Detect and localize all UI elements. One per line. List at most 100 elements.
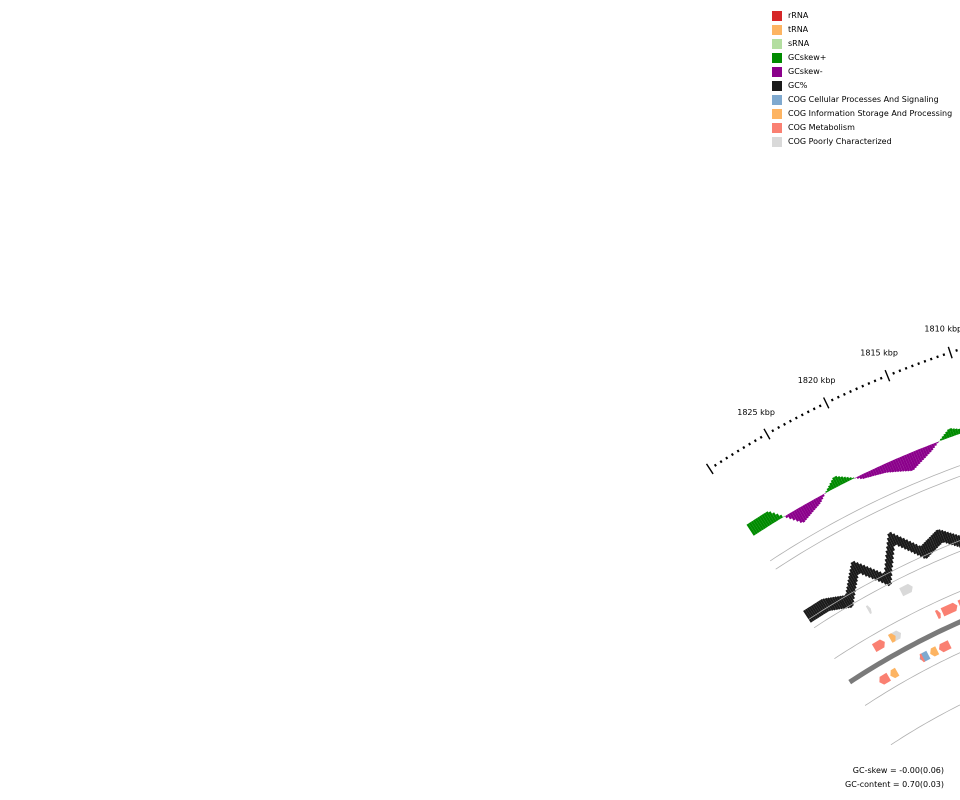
gc-content-bar [908,540,917,555]
minor-tick [955,349,958,352]
gc-content-bar [946,531,954,546]
gc-skew-bar [881,464,887,474]
major-tick [763,428,771,440]
gc-skew-bar [802,504,811,517]
legend-item: GCskew- [772,65,952,79]
minor-tick [861,384,865,388]
gc-content-bar [862,564,871,578]
gc-skew-bar [815,497,821,505]
gc-skew-bar [903,454,913,472]
gc-skew-bar [789,512,796,521]
gc-content-bar [836,595,846,610]
gc-content-bar [822,598,832,612]
gc-content-bar [848,572,858,586]
gc-skew-bar [750,520,760,534]
minor-tick [753,439,757,443]
gc-skew-bar [861,473,866,480]
gc-content-bar [803,609,813,623]
gc-content-bar [885,546,895,560]
gc-content-bar [814,602,824,616]
minor-tick [910,364,914,368]
minor-tick [725,456,729,460]
legend-swatch [772,137,782,147]
gc-skew-bar [906,453,915,471]
gc-skew-bar [800,506,809,519]
gc-skew-bar [922,447,928,457]
ring-guide [808,540,960,620]
gc-content-bar [927,538,935,552]
legend-item: COG Metabolism [772,121,952,135]
gene-arrow [919,653,926,663]
ring-guide [864,652,960,706]
gc-skew-bar [943,433,948,440]
minor-tick [794,416,798,420]
minor-tick [898,369,902,373]
gc-skew-bar [821,494,825,498]
gc-content-bar [847,579,857,593]
gc-skew-bar [826,487,831,492]
minor-tick [742,445,746,450]
gc-content-bar [805,608,815,622]
minor-tick [879,376,883,380]
gc-skew-bar [915,449,923,463]
minor-tick [904,366,908,370]
gc-skew-bar [935,441,939,444]
gc-skew-bar [939,438,943,441]
minor-tick [719,460,723,464]
minor-tick [777,425,781,430]
gc-skew-bar [768,511,777,523]
gc-skew-bar [910,451,919,467]
minor-tick [748,442,752,446]
minor-tick [788,419,792,423]
minor-tick [842,392,846,396]
legend-swatch [772,11,782,21]
legend-label: COG Metabolism [788,123,855,132]
gc-skew-bar [872,468,878,476]
gc-skew-bar [888,461,895,473]
gc-content-bar [905,539,914,553]
gc-content-bar [892,533,901,547]
gc-content-bar [847,575,857,589]
guide-lines [769,465,960,746]
gc-content-bar [868,567,878,581]
gc-content-bar [878,571,888,585]
gc-skew-bar [843,476,848,483]
legend-label: sRNA [788,39,810,48]
major-tick [822,397,830,409]
major-tick [705,463,714,475]
gc-content-bar [940,529,949,544]
minor-tick [942,353,946,357]
gc-content-bar [841,595,851,609]
minor-tick [867,381,871,385]
gc-skew-bar [908,452,917,469]
gene-arrow [930,646,940,657]
minor-tick [855,387,858,391]
minor-tick [917,362,920,366]
ring-guide [769,465,960,562]
gc-content-bar [884,562,893,577]
legend-label: tRNA [788,25,809,34]
gc-skew-bar [812,498,819,507]
gc-skew-bar [782,515,786,518]
legend-item: GC% [772,79,952,93]
legend-label: GCskew+ [788,53,827,62]
gc-content-bar [951,533,959,547]
legend-item: COG Information Storage And Processing [772,107,952,121]
gc-skew-bar [748,522,758,535]
gc-skew-bar [785,514,789,519]
gc-content-bar [850,561,860,576]
gc-content-bar [843,594,853,609]
gc-skew-bar [945,431,950,439]
minor-tick [936,355,939,359]
legend-swatch [772,25,782,35]
gc-skew-bar [899,456,908,472]
minor-tick [713,463,717,467]
gc-content-bar [932,533,940,547]
major-tick [884,369,891,382]
gc-skew-bar [817,496,823,503]
minor-tick [759,435,763,439]
gene-arrow [899,583,913,597]
gc-content-bar [922,543,930,558]
legend-swatch [772,81,782,91]
